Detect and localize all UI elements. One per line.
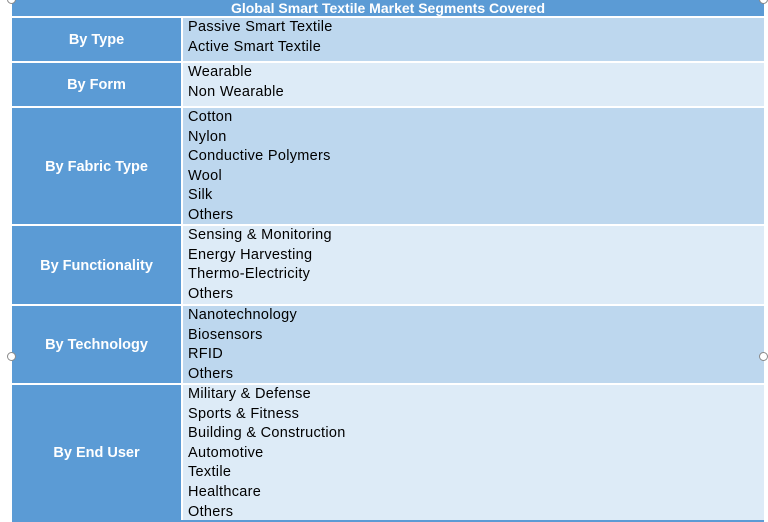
segment-item: Others [188,503,234,520]
table-bottom-border [12,520,764,522]
segment-item: Wool [188,167,222,184]
segment-items: Wearable Non Wearable [183,63,764,107]
segment-item: Wearable [188,64,253,80]
segment-item: Biosensors [188,326,263,343]
segment-item: Nanotechnology [188,307,297,323]
segment-label: By Fabric Type [12,108,183,225]
segment-items: Passive Smart Textile Active Smart Texti… [183,18,764,62]
segment-item: RFID [188,346,224,363]
segment-items: Cotton Nylon Conductive Polymers Wool Si… [183,108,764,225]
segment-label: By End User [12,385,183,521]
segment-functionality: By Functionality Sensing & Monitoring En… [12,224,764,305]
segment-item: Others [188,365,234,382]
segment-item: Others [188,285,234,302]
segment-item: Non Wearable [188,83,285,100]
segment-item: Passive Smart Textile [188,19,333,35]
segment-label: By Type [12,18,183,62]
resize-handle-top-right[interactable] [759,0,768,4]
segment-label: By Form [12,63,183,107]
segment-item: Energy Harvesting [188,246,313,263]
table-title: Global Smart Textile Market Segments Cov… [12,0,764,17]
segment-item: Silk [188,187,213,204]
segment-item: Textile [188,464,232,481]
segment-item: Others [188,206,234,223]
segment-items: Nanotechnology Biosensors RFID Others [183,306,764,384]
segment-items: Sensing & Monitoring Energy Harvesting T… [183,226,764,305]
segment-form: By Form Wearable Non Wearable [12,61,764,107]
segment-label: By Technology [12,306,183,384]
segment-label: By Functionality [12,226,183,305]
segment-end-user: By End User Military & Defense Sports & … [12,383,764,521]
segment-item: Nylon [188,128,227,145]
segment-item: Sensing & Monitoring [188,227,332,243]
segment-item: Healthcare [188,483,262,500]
segment-item: Cotton [188,109,233,125]
segment-technology: By Technology Nanotechnology Biosensors … [12,304,764,384]
segment-item: Thermo-Electricity [188,266,311,283]
resize-handle-middle-left[interactable] [7,352,16,361]
segment-item: Building & Construction [188,425,346,442]
segment-item: Conductive Polymers [188,148,331,165]
segment-type: By Type Passive Smart Textile Active Sma… [12,16,764,62]
segment-fabric-type: By Fabric Type Cotton Nylon Conductive P… [12,106,764,225]
segment-item: Automotive [188,444,264,461]
resize-handle-middle-right[interactable] [759,352,768,361]
segment-item: Sports & Fitness [188,405,300,422]
segment-item: Military & Defense [188,386,312,402]
segment-item: Active Smart Textile [188,38,322,55]
segment-items: Military & Defense Sports & Fitness Buil… [183,385,764,521]
